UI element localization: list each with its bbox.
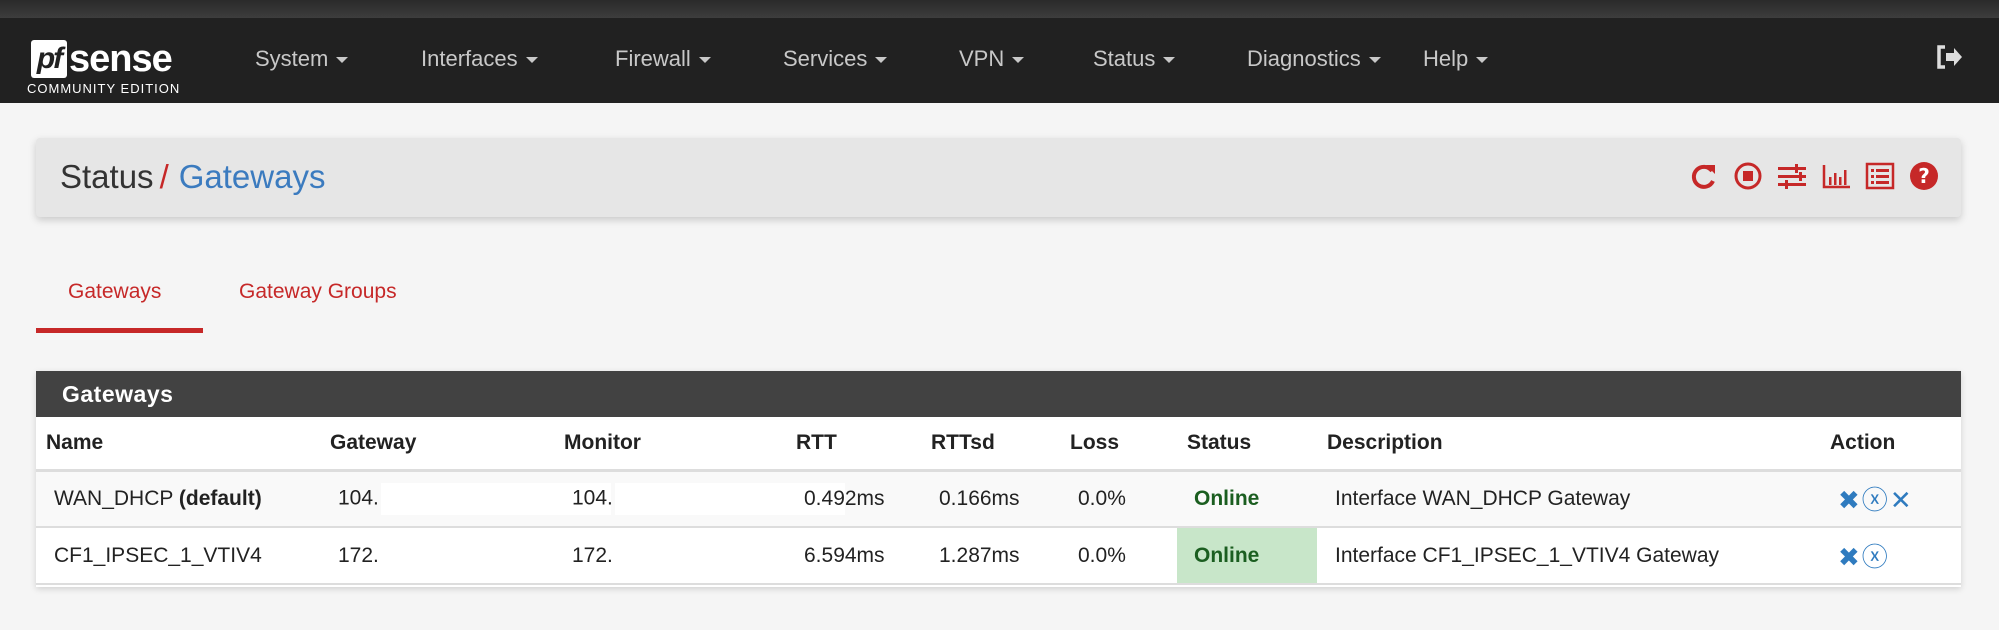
col-name: Name — [36, 417, 320, 472]
nav-label: Services — [783, 46, 868, 71]
col-loss: Loss — [1060, 417, 1177, 472]
table-row: WAN_DHCP (default) 104. 104. 0.492ms 0.1… — [36, 470, 1961, 528]
gateways-panel: Gateways Name Gateway Monitor RTT RTTsd … — [36, 371, 1961, 587]
nav-label: Status — [1093, 46, 1156, 71]
actions: ✖︎ⓧ✕ — [1820, 470, 1961, 528]
logo-pf: pf — [31, 40, 67, 78]
status-badge: Online — [1177, 470, 1317, 528]
tab-gateway-groups[interactable]: Gateway Groups — [239, 280, 397, 303]
nav-label: System — [255, 46, 329, 71]
caret-down-icon — [336, 57, 349, 64]
gateway-ip: 104. — [320, 470, 611, 528]
col-status: Status — [1177, 417, 1317, 472]
bar-chart-icon[interactable] — [1821, 160, 1851, 192]
nav-label: VPN — [959, 46, 1005, 71]
gateways-table: Name Gateway Monitor RTT RTTsd Loss Stat… — [36, 417, 1961, 585]
caret-down-icon — [1476, 57, 1489, 64]
list-icon[interactable] — [1865, 160, 1895, 192]
nav-diagnostics[interactable]: Diagnostics — [1247, 46, 1381, 72]
rtt: 6.594ms — [786, 527, 921, 585]
table-header-row: Name Gateway Monitor RTT RTTsd Loss Stat… — [36, 417, 1961, 472]
status-badge: Online — [1177, 527, 1317, 585]
help-icon[interactable]: ? — [1909, 160, 1939, 192]
col-rttsd: RTTsd — [921, 417, 1060, 472]
disable-circle-icon[interactable]: ⓧ — [1861, 542, 1890, 572]
caret-down-icon — [525, 57, 538, 64]
description: Interface WAN_DHCP Gateway — [1317, 470, 1820, 528]
caret-down-icon — [1163, 57, 1176, 64]
loss: 0.0% — [1060, 470, 1177, 528]
default-label: (default) — [178, 486, 262, 510]
stop-circle-icon[interactable] — [1733, 160, 1763, 192]
nav-status[interactable]: Status — [1093, 46, 1176, 72]
col-monitor: Monitor — [554, 417, 786, 472]
actions: ✖︎ⓧ — [1820, 527, 1961, 585]
caret-down-icon — [1368, 57, 1381, 64]
rttsd: 0.166ms — [921, 470, 1060, 528]
nav-interfaces[interactable]: Interfaces — [421, 46, 538, 72]
disable-circle-icon[interactable]: ⓧ — [1861, 485, 1890, 516]
sliders-icon[interactable] — [1777, 160, 1807, 192]
gateway-name: CF1_IPSEC_1_VTIV4 — [36, 527, 320, 585]
edition-label: COMMUNITY EDITION — [27, 81, 181, 96]
rtt: 0.492ms — [786, 470, 921, 528]
breadcrumb-separator: / — [159, 158, 169, 195]
svg-text:?: ? — [1918, 164, 1930, 188]
loss: 0.0% — [1060, 527, 1177, 585]
breadcrumb: Status / Gateways — [60, 158, 325, 196]
delete-circle-icon[interactable]: ✖︎ — [1838, 485, 1862, 516]
col-description: Description — [1317, 417, 1820, 472]
breadcrumb-current[interactable]: Gateways — [178, 158, 326, 195]
caret-down-icon — [1012, 57, 1025, 64]
browser-strip — [0, 0, 1999, 18]
gateway-ip: 172. — [320, 527, 554, 585]
monitor-ip: 172. — [554, 527, 786, 585]
remove-icon[interactable]: ✕ — [1889, 485, 1914, 516]
caret-down-icon — [698, 57, 711, 64]
panel-title: Gateways — [36, 371, 1961, 417]
nav-services[interactable]: Services — [783, 46, 888, 72]
refresh-icon[interactable] — [1689, 160, 1719, 192]
gateway-ip-text: 104. — [338, 486, 379, 510]
nav-label: Help — [1423, 46, 1469, 71]
nav-vpn[interactable]: VPN — [959, 46, 1025, 72]
breadcrumb-panel: Status / Gateways ? — [36, 138, 1961, 217]
nav-label: Diagnostics — [1247, 46, 1361, 71]
tab-gateways[interactable]: Gateways — [68, 280, 162, 303]
description: Interface CF1_IPSEC_1_VTIV4 Gateway — [1317, 527, 1820, 585]
nav-label: Interfaces — [421, 46, 518, 71]
caret-down-icon — [875, 57, 888, 64]
rttsd: 1.287ms — [921, 527, 1060, 585]
nav-label: Firewall — [615, 46, 691, 71]
pfsense-logo[interactable]: pf sense COMMUNITY EDITION — [27, 36, 207, 98]
col-gateway: Gateway — [320, 417, 554, 472]
nav-firewall[interactable]: Firewall — [615, 46, 711, 72]
monitor-ip-text: 104. — [572, 486, 613, 510]
nav-system[interactable]: System — [255, 46, 349, 72]
gateway-name: WAN_DHCP (default) — [36, 470, 320, 528]
monitor-ip: 104. — [554, 470, 845, 528]
name-text: WAN_DHCP — [54, 486, 174, 510]
col-rtt: RTT — [786, 417, 921, 472]
breadcrumb-parent[interactable]: Status — [60, 158, 154, 195]
table-row: CF1_IPSEC_1_VTIV4 172. 172. 6.594ms 1.28… — [36, 527, 1961, 585]
col-action: Action — [1820, 417, 1961, 472]
active-tab-indicator — [36, 328, 203, 333]
logo-sense: sense — [69, 38, 173, 80]
navbar: pf sense COMMUNITY EDITION System Interf… — [0, 18, 1999, 103]
nav-help[interactable]: Help — [1423, 46, 1489, 72]
sign-out-icon[interactable] — [1935, 44, 1963, 77]
delete-circle-icon[interactable]: ✖︎ — [1838, 542, 1862, 572]
